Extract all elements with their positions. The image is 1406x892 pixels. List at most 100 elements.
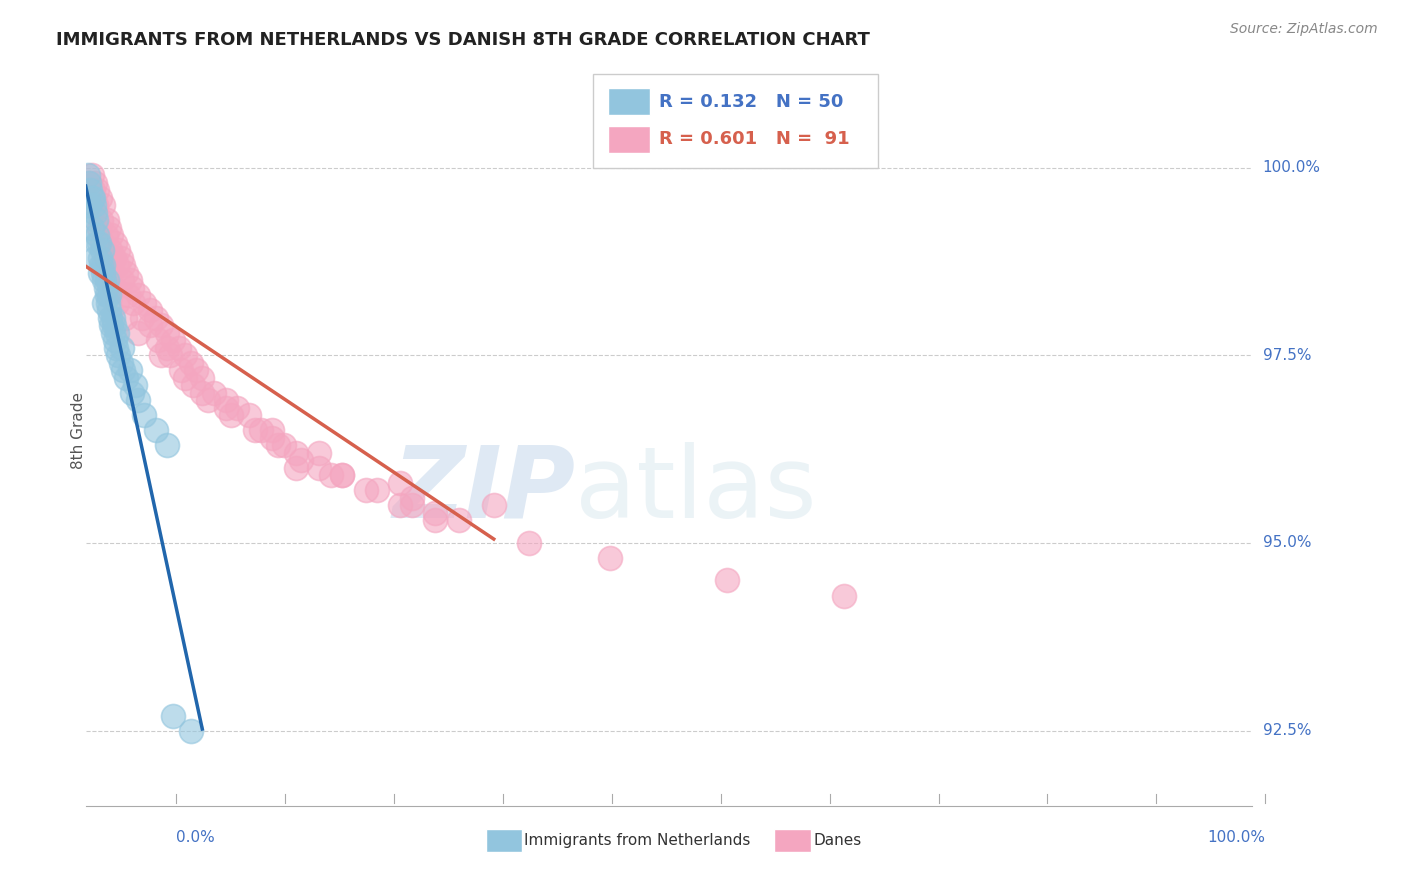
Point xyxy=(308,461,330,475)
Point xyxy=(121,281,143,295)
Point xyxy=(105,258,128,272)
Point xyxy=(86,228,108,243)
Point xyxy=(145,424,167,438)
Point xyxy=(447,513,470,527)
Point xyxy=(114,310,136,325)
Point xyxy=(159,348,181,362)
Point xyxy=(77,176,100,190)
Point xyxy=(197,393,219,408)
Text: Danes: Danes xyxy=(813,833,862,847)
FancyBboxPatch shape xyxy=(607,88,650,115)
Point xyxy=(98,310,121,325)
Point xyxy=(202,385,225,400)
Point xyxy=(214,393,236,408)
Point xyxy=(238,409,260,423)
Point xyxy=(262,431,284,445)
Point xyxy=(91,266,114,280)
Point xyxy=(162,708,184,723)
Point xyxy=(94,251,117,265)
Point xyxy=(89,191,111,205)
Point xyxy=(117,288,139,302)
Point xyxy=(98,303,121,318)
Point xyxy=(131,310,153,325)
Point xyxy=(221,409,243,423)
Point xyxy=(150,318,173,333)
Point xyxy=(401,491,423,505)
Point xyxy=(101,310,124,325)
Point xyxy=(716,574,738,588)
Point xyxy=(97,295,120,310)
Point xyxy=(84,176,107,190)
Point xyxy=(103,281,125,295)
Point xyxy=(115,266,138,280)
Point xyxy=(118,363,141,377)
Point xyxy=(226,401,249,415)
Point xyxy=(84,213,107,227)
Point xyxy=(127,393,149,408)
Point xyxy=(96,288,118,302)
Point xyxy=(107,244,129,258)
Point xyxy=(105,326,128,340)
Point xyxy=(107,348,129,362)
Point xyxy=(104,235,127,250)
Point xyxy=(86,235,108,250)
Point xyxy=(100,318,122,333)
Point xyxy=(93,295,115,310)
Point xyxy=(98,288,121,302)
Point xyxy=(100,228,122,243)
Point xyxy=(150,348,173,362)
Point xyxy=(82,191,104,205)
Point xyxy=(401,499,423,513)
Point xyxy=(82,183,104,197)
Point xyxy=(180,356,202,370)
Point xyxy=(91,244,114,258)
Point xyxy=(191,385,214,400)
Point xyxy=(90,258,112,272)
Point xyxy=(84,206,107,220)
Point xyxy=(330,468,353,483)
Point xyxy=(84,251,107,265)
Point xyxy=(96,273,118,287)
Point xyxy=(77,168,100,182)
Point xyxy=(139,318,162,333)
Point xyxy=(132,409,155,423)
Text: R = 0.132   N = 50: R = 0.132 N = 50 xyxy=(659,93,844,111)
Point xyxy=(191,371,214,385)
Point xyxy=(86,183,108,197)
Text: ZIP: ZIP xyxy=(392,442,575,539)
Point xyxy=(111,363,134,377)
Point xyxy=(93,273,115,287)
Point xyxy=(181,378,204,392)
Point xyxy=(156,341,179,355)
Point xyxy=(162,334,184,348)
Point xyxy=(94,228,117,243)
Point xyxy=(243,424,266,438)
Point xyxy=(98,266,121,280)
Point xyxy=(110,356,132,370)
Point xyxy=(110,251,132,265)
Point xyxy=(98,220,121,235)
Point xyxy=(354,483,377,498)
Point xyxy=(290,453,312,467)
Point xyxy=(91,235,114,250)
Point xyxy=(101,326,124,340)
Point xyxy=(284,461,307,475)
Text: 100.0%: 100.0% xyxy=(1263,161,1320,175)
Text: Immigrants from Netherlands: Immigrants from Netherlands xyxy=(523,833,751,847)
Point xyxy=(145,310,167,325)
Text: atlas: atlas xyxy=(575,442,817,539)
Point xyxy=(156,438,179,452)
Point xyxy=(89,266,111,280)
FancyBboxPatch shape xyxy=(593,74,879,168)
Point xyxy=(214,401,236,415)
Point xyxy=(284,446,307,460)
Point xyxy=(273,438,295,452)
Text: 100.0%: 100.0% xyxy=(1208,830,1265,845)
Point xyxy=(173,348,195,362)
Point xyxy=(127,288,149,302)
Point xyxy=(77,176,100,190)
FancyBboxPatch shape xyxy=(607,126,650,153)
Text: 0.0%: 0.0% xyxy=(176,830,215,845)
Point xyxy=(139,303,162,318)
Point xyxy=(87,220,110,235)
